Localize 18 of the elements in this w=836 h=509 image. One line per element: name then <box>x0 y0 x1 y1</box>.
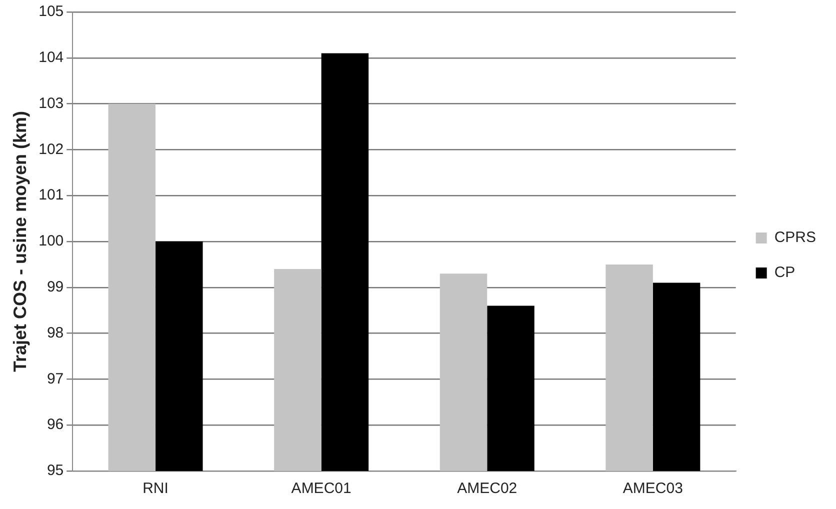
y-tick-label: 104 <box>38 49 64 66</box>
y-tick-label: 96 <box>46 416 64 434</box>
y-tick-label: 102 <box>38 140 64 158</box>
x-tick-label: AMEC02 <box>457 480 518 498</box>
y-tick-label: 100 <box>38 232 64 250</box>
y-tick-label: 98 <box>46 324 64 342</box>
y-tick-label: 101 <box>38 186 64 204</box>
y-axis-title: Trajet COS - usine moyen (km) <box>10 110 30 372</box>
y-tick-label: 105 <box>38 3 64 20</box>
x-tick-label: RNI <box>142 480 168 498</box>
y-tick-label: 103 <box>38 94 64 112</box>
y-tick-label: 99 <box>46 278 64 296</box>
legend-label: CP <box>774 264 796 282</box>
y-tick-label: 95 <box>46 462 64 480</box>
x-tick-label: AMEC03 <box>622 480 683 498</box>
x-tick-label: AMEC01 <box>291 480 352 498</box>
y-tick-label: 97 <box>46 370 64 388</box>
legend-label: CPRS <box>774 229 816 246</box>
